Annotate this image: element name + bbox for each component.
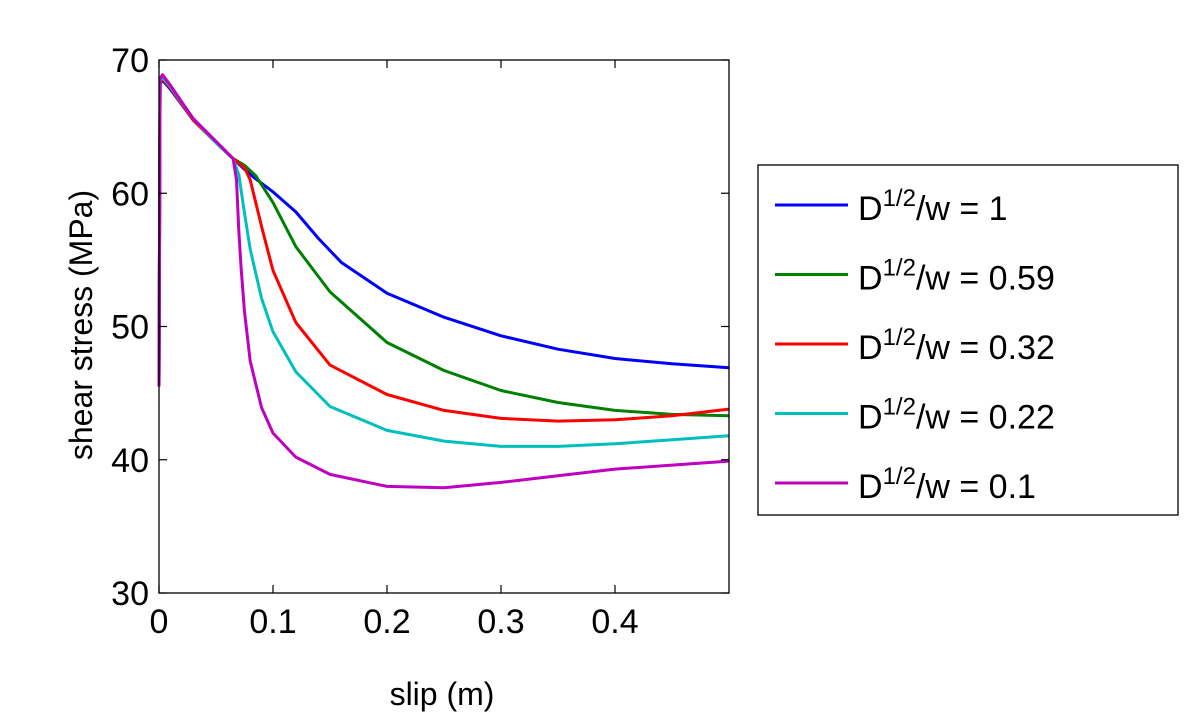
x-tick-label: 0.2 bbox=[363, 603, 410, 641]
legend-item: D1/2/w = 0.1 bbox=[775, 463, 1036, 506]
legend-item: D1/2/w = 0.32 bbox=[775, 324, 1055, 367]
y-tick-label: 40 bbox=[111, 442, 149, 480]
legend-label: D1/2/w = 0.22 bbox=[858, 394, 1055, 437]
y-tick-label: 60 bbox=[111, 175, 149, 213]
legend-label: D1/2/w = 0.32 bbox=[858, 324, 1055, 367]
y-tick-label: 50 bbox=[111, 309, 149, 347]
legend-label: D1/2/w = 0.1 bbox=[858, 463, 1036, 506]
series-line-4 bbox=[157, 75, 730, 448]
legend-item: D1/2/w = 1 bbox=[775, 185, 1008, 228]
series-line-1 bbox=[157, 78, 730, 387]
x-tick-label: 0.3 bbox=[477, 603, 524, 641]
x-tick-label: 0 bbox=[150, 603, 169, 641]
legend-box bbox=[757, 164, 1179, 516]
legend-item: D1/2/w = 0.22 bbox=[775, 394, 1055, 437]
plot-frame bbox=[158, 59, 730, 594]
x-tick-label: 0.4 bbox=[591, 603, 638, 641]
series-line-5 bbox=[157, 73, 730, 490]
axis-ticks: 0 0.1 0.2 0.3 0.4 30 40 50 60 70 bbox=[111, 42, 729, 641]
legend: D1/2/w = 1 D1/2/w = 0.59 D1/2/w = 0.32 D1/2… bbox=[757, 164, 1179, 516]
y-axis-label: shear stress (MPa) bbox=[63, 190, 99, 460]
x-tick-label: 0.1 bbox=[249, 603, 296, 641]
x-axis-label: slip (m) bbox=[390, 676, 495, 712]
legend-label: D1/2/w = 1 bbox=[858, 185, 1008, 228]
series-layer bbox=[157, 73, 730, 490]
y-tick-label: 30 bbox=[111, 575, 149, 613]
legend-label: D1/2/w = 0.59 bbox=[858, 255, 1055, 298]
series-line-2 bbox=[157, 77, 730, 418]
y-tick-label: 70 bbox=[111, 42, 149, 80]
legend-item: D1/2/w = 0.59 bbox=[775, 255, 1055, 298]
